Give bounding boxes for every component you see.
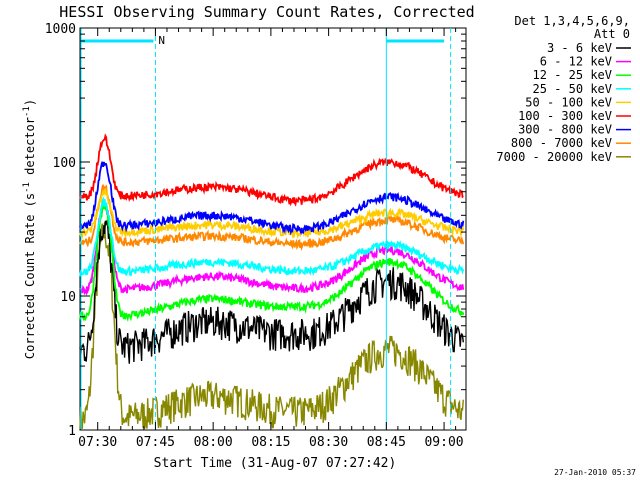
y-axis: 1 10 100 1000	[45, 22, 466, 439]
y-axis-label-mid: detector	[23, 117, 37, 182]
y-tick-label: 10	[60, 290, 76, 305]
legend-header-2: Att 0	[594, 27, 630, 41]
overlay-layer: N	[80, 28, 452, 430]
series-line-2	[79, 201, 465, 296]
legend-label-8: 800 - 7000 keV	[511, 136, 612, 150]
series-line-8	[79, 184, 465, 252]
y-axis-label-end: )	[23, 99, 37, 106]
night-bar-label: N	[158, 34, 165, 47]
series-layer	[79, 133, 465, 430]
x-axis: 07:30 07:45 08:00 08:15 08:30 08:45 09:00	[78, 28, 464, 450]
series-line-4	[79, 196, 465, 277]
series-line-7	[79, 161, 465, 236]
x-tick-label: 08:30	[309, 435, 348, 450]
footer-timestamp: 27-Jan-2010 05:37	[554, 468, 636, 477]
legend-label-7: 300 - 800 keV	[518, 123, 612, 137]
y-axis-label-main: Corrected Count Rate (s	[23, 193, 37, 359]
chart-title: HESSI Observing Summary Count Rates, Cor…	[59, 3, 474, 21]
series-line-5	[79, 188, 465, 240]
y-tick-label: 100	[53, 156, 76, 171]
legend-label-5: 50 - 100 keV	[525, 95, 612, 109]
series-line-1	[79, 219, 464, 364]
series-line-9	[79, 222, 464, 430]
series-line-3	[79, 203, 465, 323]
y-tick-label: 1	[68, 424, 76, 439]
x-tick-label: 08:15	[251, 435, 290, 450]
x-tick-label: 08:45	[367, 435, 406, 450]
y-axis-label: Corrected Count Rate (s-1 detector-1)	[22, 99, 37, 359]
x-tick-label: 07:30	[78, 435, 117, 450]
plot-area: N 1 10 100 1000 07:30 07:45 08:00 08:15 08:30 08…	[45, 22, 467, 450]
legend-label-4: 25 - 50 keV	[533, 82, 612, 96]
x-tick-label: 08:00	[194, 435, 233, 450]
legend-label-3: 12 - 25 keV	[533, 68, 612, 82]
legend-label-1: 3 - 6 keV	[547, 41, 612, 55]
series-line-6	[79, 133, 464, 207]
x-axis-label: Start Time (31-Aug-07 07:27:42)	[154, 456, 397, 471]
legend-header-1: Det 1,3,4,5,6,9,	[514, 14, 630, 28]
legend-label-2: 6 - 12 keV	[540, 55, 612, 69]
x-tick-label: 07:45	[136, 435, 175, 450]
y-axis-label-sup1: -1	[22, 182, 32, 193]
y-tick-label: 1000	[45, 22, 76, 37]
legend-label-6: 100 - 300 keV	[518, 109, 612, 123]
legend-label-9: 7000 - 20000 keV	[496, 150, 612, 164]
x-tick-label: 09:00	[424, 435, 463, 450]
y-axis-label-sup2: -1	[22, 106, 32, 117]
